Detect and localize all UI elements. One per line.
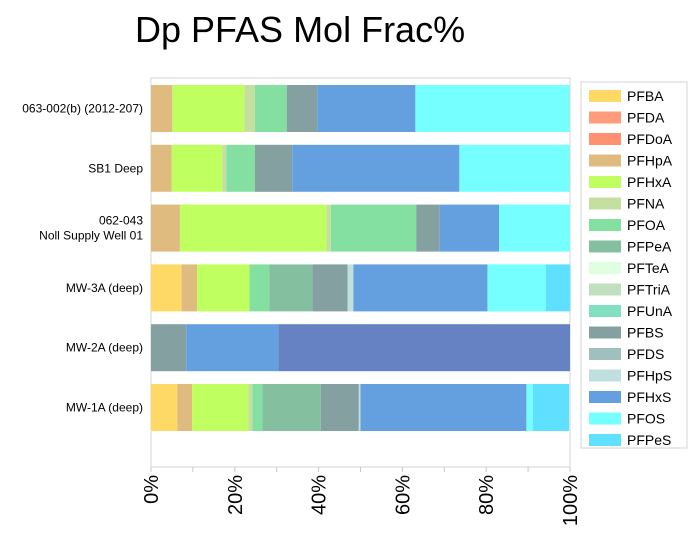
bar-segment-pfpea	[262, 384, 321, 431]
legend-label: PFHxS	[627, 389, 671, 405]
bar-segment-pfhpa	[151, 85, 173, 132]
bar-segment-pfhxa	[192, 384, 249, 431]
bar-segment-pfhpa	[151, 204, 180, 252]
legend-label: PFHxA	[627, 174, 672, 190]
bar-segment-pfbs	[151, 324, 187, 372]
bar-segment-pfna	[326, 204, 331, 252]
legend-label: PFBA	[627, 88, 664, 104]
category-labels: 063-002(b) (2012-207) SB1 Deep 062-043Noll…	[22, 102, 143, 415]
bar-segment-pfbs	[320, 384, 359, 431]
bar-segment-pfos	[526, 384, 533, 431]
bar-segment-pfhxs	[439, 204, 500, 252]
x-axis: 0% 20% 40% 60% 80% 100%	[141, 467, 582, 526]
bar-segment-pfos	[459, 144, 570, 192]
bar-segment-pfhxs	[360, 384, 527, 431]
x-tick-label: 40%	[309, 475, 331, 515]
bar-segment-pfbs	[286, 85, 318, 132]
x-tick-label: 20%	[225, 475, 247, 515]
legend-swatch	[589, 326, 621, 339]
legend-label: PFTriA	[627, 282, 671, 298]
bar-segment-pfoa	[226, 144, 255, 192]
category-label: MW-2A (deep)	[66, 341, 143, 355]
bar-segment-pfhxs	[353, 264, 488, 312]
legend-swatch	[589, 262, 621, 274]
bar-segment-pfoa	[249, 264, 270, 312]
category-label: 062-043	[99, 214, 143, 228]
legend-label: PFOA	[627, 217, 666, 233]
legend-label: PFNA	[627, 196, 665, 212]
category-label: MW-1A (deep)	[66, 401, 143, 415]
legend-swatch	[589, 283, 621, 296]
bar-segment-pfhxa	[179, 204, 327, 252]
legend-swatch	[589, 154, 621, 167]
legend-swatch	[589, 111, 621, 124]
legend-swatch	[589, 369, 621, 382]
legend-swatch	[589, 434, 621, 446]
bars-group	[151, 85, 571, 431]
bar-segment-pfos	[487, 264, 546, 312]
bar-segment-pfhpa	[177, 384, 193, 431]
bar-segment-pfpea	[269, 264, 313, 312]
bar-segment-pfna	[244, 85, 255, 132]
bar-segment-pfoa	[252, 384, 263, 431]
bar-segment-pfba	[151, 384, 178, 431]
legend-label: PFPeA	[627, 239, 672, 255]
bar-segment-pfhpa	[181, 264, 198, 312]
legend-label: PFTeA	[627, 260, 670, 276]
bar-segment-pfba	[151, 264, 182, 312]
legend-swatch	[589, 348, 621, 360]
legend-label: PFDoA	[627, 131, 673, 147]
bar-segment-pfos	[499, 204, 570, 252]
category-label: SB1 Deep	[88, 161, 143, 175]
bar-segment-pfhxa	[197, 264, 250, 312]
bar-segment-pfhxa	[172, 85, 245, 132]
bar-segment-pfoa	[330, 204, 417, 252]
bar-segment-pfos	[415, 85, 570, 132]
legend-label: PFUnA	[627, 303, 673, 319]
legend-swatch	[589, 412, 621, 425]
bar-segment-pfoa	[254, 85, 287, 132]
chart-title: Dp PFAS Mol Frac%	[135, 9, 465, 50]
bar-segment-pfhxa	[171, 144, 223, 192]
legend-swatch	[589, 305, 621, 317]
legend-swatch	[589, 197, 621, 210]
bar-segment-pfhps	[358, 384, 361, 431]
legend-swatch	[589, 240, 621, 253]
bar-segment-pfbs	[254, 144, 293, 192]
category-label: MW-3A (deep)	[66, 281, 143, 295]
legend-swatch	[589, 133, 621, 145]
legend-swatch	[589, 219, 621, 231]
bar-segment-pfhps	[347, 264, 354, 312]
legend: PFBA PFDA PFDoA PFHpA PFHxA PFNA PFOA PFPeA PFTe…	[580, 81, 688, 449]
bar-segment-unlabeled	[278, 324, 570, 372]
legend-label: PFOS	[627, 411, 665, 427]
legend-label: PFPeS	[627, 432, 671, 448]
category-label: Noll Supply Well 01	[39, 229, 143, 243]
x-tick-label: 80%	[476, 475, 498, 515]
legend-label: PFHpA	[627, 153, 673, 169]
bar-segment-pfna	[248, 384, 253, 431]
x-tick-label: 100%	[560, 475, 582, 526]
x-tick-label: 60%	[392, 475, 414, 515]
legend-label: PFDS	[627, 346, 664, 362]
legend-label: PFDA	[627, 110, 665, 126]
bar-segment-pfhxs	[317, 85, 416, 132]
bar-segment-pfna	[222, 144, 227, 192]
bar-segment-pfbs	[312, 264, 348, 312]
legend-label: PFHpS	[627, 368, 672, 384]
bar-segment-pfhxs	[186, 324, 279, 372]
bar-segment-pfpes	[545, 264, 571, 312]
x-tick-label: 0%	[141, 475, 163, 504]
legend-swatch	[589, 176, 621, 188]
category-label: 063-002(b) (2012-207)	[22, 102, 143, 116]
bar-segment-pfhxs	[292, 144, 460, 192]
legend-swatch	[589, 90, 621, 102]
legend-swatch	[589, 391, 621, 403]
legend-label: PFBS	[627, 325, 664, 341]
bar-segment-pfbs	[416, 204, 440, 252]
bar-segment-pfpes	[532, 384, 570, 431]
bar-segment-pfhpa	[151, 144, 172, 192]
